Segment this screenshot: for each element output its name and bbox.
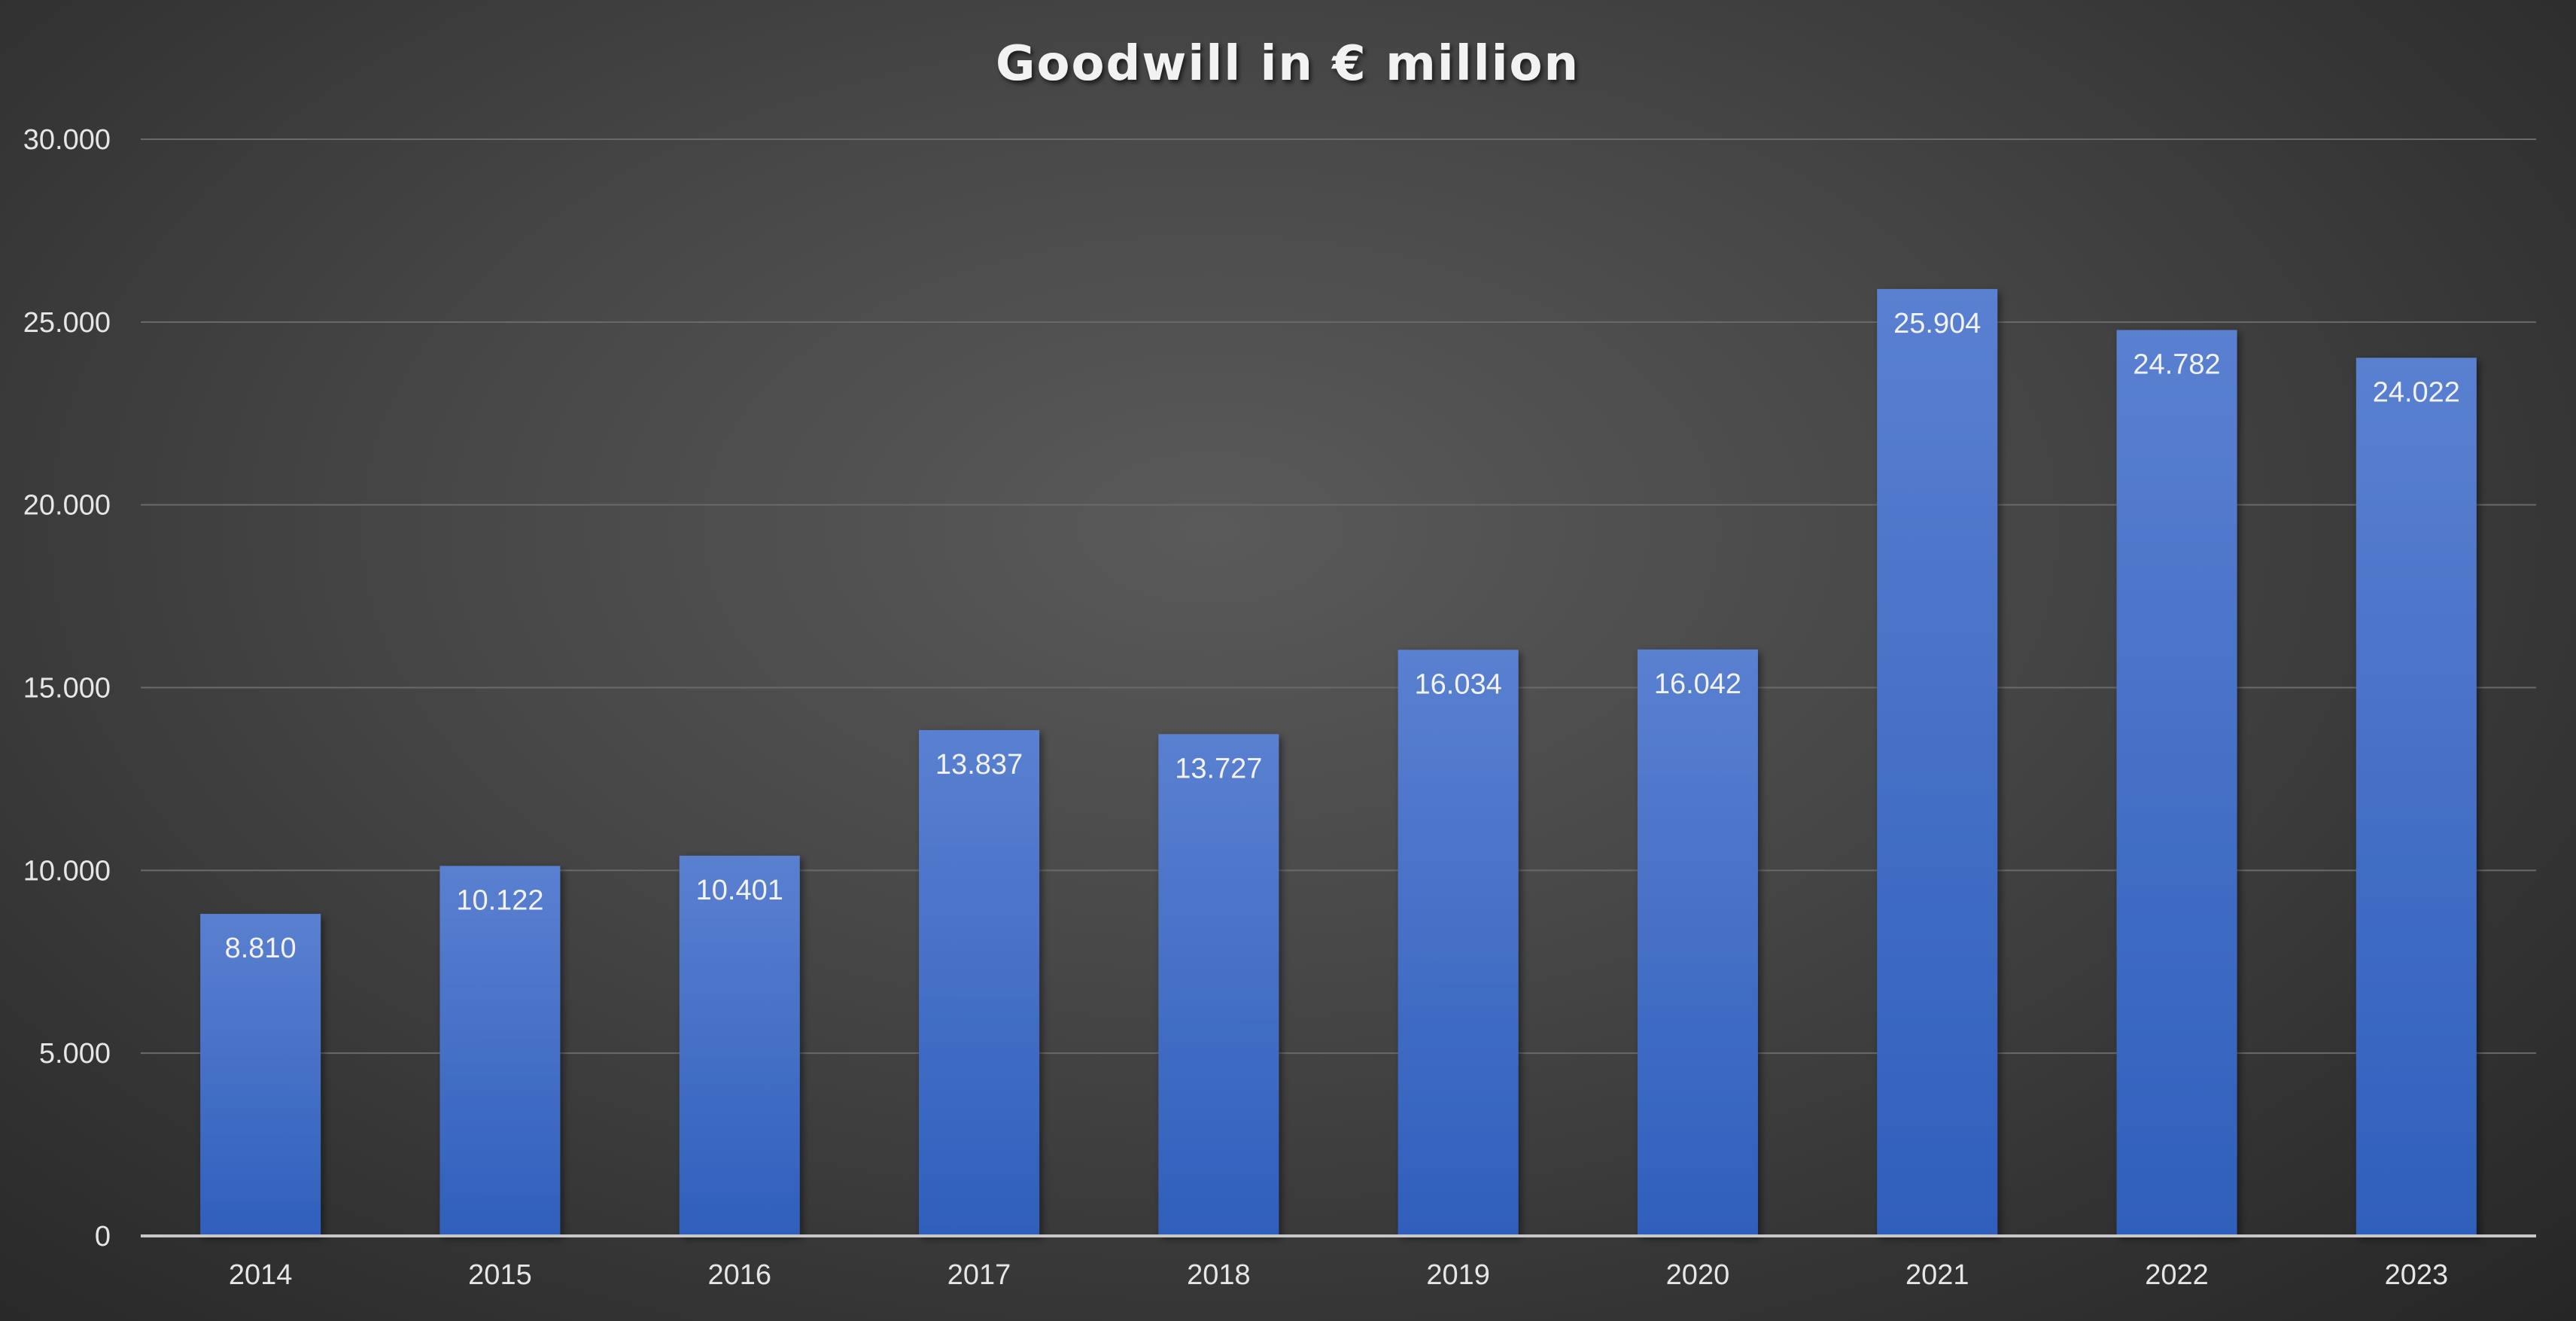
data-label-2019: 16.034 xyxy=(1415,668,1502,700)
bar-2021 xyxy=(1877,288,1998,1236)
bar-2014 xyxy=(200,914,321,1236)
x-tick-label: 2018 xyxy=(1187,1259,1251,1291)
chart-title: Goodwill in € million xyxy=(996,36,1580,92)
bar-2016 xyxy=(679,855,800,1236)
x-tick-label: 2023 xyxy=(2385,1259,2449,1291)
data-label-2018: 13.727 xyxy=(1175,753,1262,784)
y-tick-label: 0 xyxy=(95,1221,111,1253)
x-tick-label: 2020 xyxy=(1666,1259,1730,1291)
data-label-2016: 10.401 xyxy=(696,875,783,906)
y-tick-label: 5.000 xyxy=(39,1038,111,1070)
bars xyxy=(200,288,2477,1236)
data-labels: 8.810 10.122 10.401 13.837 13.727 16.034 16.04… xyxy=(225,308,2460,964)
x-tick-label: 2021 xyxy=(1905,1259,1969,1291)
data-label-2023: 24.022 xyxy=(2373,376,2460,408)
data-label-2020: 16.042 xyxy=(1654,668,1741,700)
data-label-2015: 10.122 xyxy=(456,884,543,916)
data-label-2014: 8.810 xyxy=(225,933,297,964)
x-tick-label: 2019 xyxy=(1426,1259,1490,1291)
y-axis-ticks: 0 5.000 10.000 15.000 20.000 25.000 30.000 xyxy=(23,124,111,1253)
x-axis-ticks: 2014 2015 2016 2017 2018 2019 2020 2021 2022 2023 xyxy=(229,1259,2448,1291)
y-tick-label: 20.000 xyxy=(23,490,111,522)
x-tick-label: 2014 xyxy=(229,1259,293,1291)
bar-2019 xyxy=(1397,650,1519,1236)
bar-2015 xyxy=(439,866,561,1236)
data-label-2021: 25.904 xyxy=(1893,308,1981,339)
y-tick-label: 10.000 xyxy=(23,855,111,887)
bar-2020 xyxy=(1637,649,1758,1236)
x-tick-label: 2016 xyxy=(707,1259,771,1291)
x-tick-label: 2017 xyxy=(947,1259,1011,1291)
bar-2018 xyxy=(1158,734,1279,1236)
x-tick-label: 2015 xyxy=(468,1259,532,1291)
data-label-2022: 24.782 xyxy=(2133,349,2220,380)
y-tick-label: 25.000 xyxy=(23,307,111,339)
bar-2023 xyxy=(2356,358,2477,1236)
bar-2022 xyxy=(2116,330,2237,1236)
y-tick-label: 30.000 xyxy=(23,124,111,156)
bar-2017 xyxy=(919,729,1040,1236)
x-tick-label: 2022 xyxy=(2145,1259,2209,1291)
data-label-2017: 13.837 xyxy=(935,749,1023,781)
y-tick-label: 15.000 xyxy=(23,673,111,705)
